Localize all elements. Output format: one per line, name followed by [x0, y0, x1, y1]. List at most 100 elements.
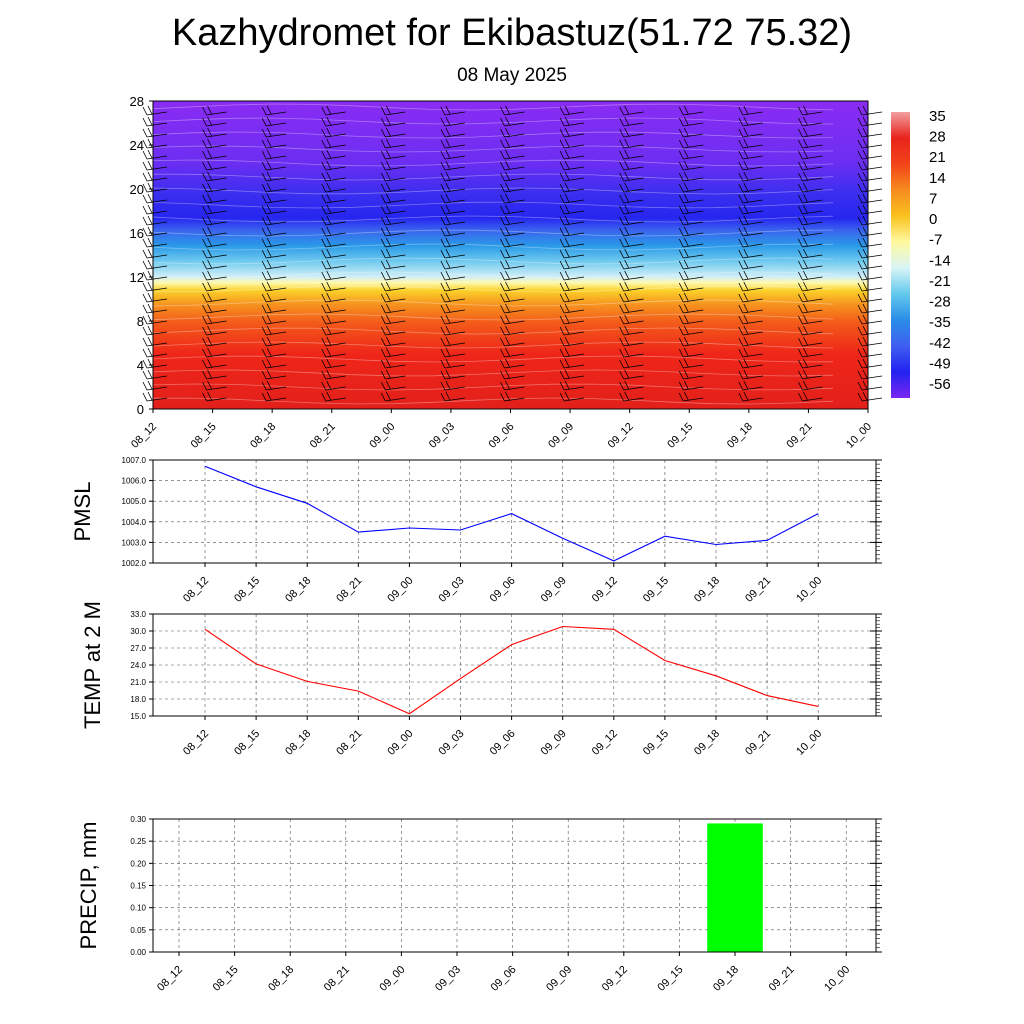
wind-barb [142, 281, 168, 292]
x-tick-label: 09_06 [487, 421, 517, 451]
wind-barb [321, 105, 346, 116]
chart-title: Kazhydromet for Ekibastuz(51.72 75.32) [171, 12, 853, 54]
wind-barb [440, 292, 465, 303]
y-tick-label: 33.0 [130, 610, 146, 619]
wind-barb [678, 380, 704, 391]
wind-barb [202, 303, 227, 314]
colorbar-label: -14 [929, 252, 951, 269]
wind-barb [798, 105, 823, 116]
wind-barb [738, 149, 763, 160]
wind-barb [500, 226, 525, 237]
wind-barb [798, 358, 823, 369]
y-tick-label: 4 [137, 358, 144, 373]
wind-barb [798, 193, 823, 204]
x-tick-label: 09_06 [489, 964, 519, 994]
wind-barb [678, 259, 704, 270]
wind-barb [380, 226, 406, 237]
wind-barb [738, 369, 763, 380]
wind-barb [798, 248, 823, 259]
wind-barb [261, 193, 287, 204]
wind-barb [619, 380, 644, 391]
wind-barb [738, 292, 763, 303]
wind-barb [619, 325, 644, 336]
wind-barb [798, 226, 823, 237]
wind-barb [500, 237, 525, 248]
wind-barb [261, 248, 287, 259]
x-tick-label: 08_21 [334, 728, 364, 758]
wind-barb [380, 303, 406, 314]
x-tick-label: 08_21 [322, 964, 352, 994]
wind-barb [678, 248, 704, 259]
x-tick-label: 08_12 [181, 728, 211, 758]
wind-barb [261, 160, 287, 171]
wind-barb [202, 259, 227, 270]
wind-barb [440, 226, 465, 237]
wind-barb [857, 105, 883, 116]
wind-barb [798, 127, 823, 138]
x-tick-label: 09_09 [539, 575, 569, 605]
wind-barb [798, 314, 823, 325]
x-tick-label: 08_15 [211, 964, 241, 994]
wind-barb [440, 149, 465, 160]
wind-barb [440, 325, 465, 336]
wind-barb [261, 270, 287, 281]
y-tick-label: 0.20 [130, 859, 146, 868]
wind-barb [619, 248, 644, 259]
series-line [204, 625, 819, 715]
x-tick-label: 09_00 [367, 421, 397, 451]
wind-barb [798, 270, 823, 281]
wind-barb [321, 237, 346, 248]
wind-barb [380, 292, 406, 303]
wind-barb [321, 171, 346, 182]
wind-barb [678, 160, 704, 171]
wind-barb [202, 193, 227, 204]
wind-barb [321, 292, 346, 303]
wind-barb [738, 138, 763, 149]
wind-barb [261, 149, 287, 160]
wind-barb [380, 138, 406, 149]
x-tick-label: 08_12 [129, 421, 159, 451]
wind-barb [321, 226, 346, 237]
wind-barb [142, 171, 168, 182]
wind-barb [202, 391, 227, 402]
wind-barb [440, 171, 465, 182]
wind-barb [738, 193, 763, 204]
x-tick-label: 08_15 [232, 575, 262, 605]
contour-line [152, 257, 834, 265]
x-tick-label: 09_18 [692, 728, 722, 758]
wind-barb [440, 281, 465, 292]
wind-barb [142, 204, 168, 215]
x-tick-label: 09_21 [767, 964, 797, 994]
colorbar-label: -35 [929, 314, 951, 331]
contour-line [152, 187, 834, 195]
wind-barb [380, 347, 406, 358]
wind-barb [261, 226, 287, 237]
wind-barb [619, 314, 644, 325]
wind-barb [738, 314, 763, 325]
wind-barb [738, 347, 763, 358]
colorbar-label: 21 [929, 149, 946, 166]
x-tick-label: 10_00 [794, 728, 824, 758]
contour-line [152, 327, 834, 335]
wind-barb [559, 116, 585, 127]
wind-barb [321, 160, 346, 171]
wind-barb [619, 193, 644, 204]
wind-barb [500, 160, 525, 171]
wind-barb [261, 391, 287, 402]
x-tick-label: 09_06 [488, 728, 518, 758]
y-tick-label: 1003.0 [122, 538, 147, 547]
y-tick-label: 1006.0 [122, 477, 147, 486]
y-axis-title: PRECIP, mm [76, 822, 101, 950]
y-tick-label: 28 [130, 94, 144, 109]
wind-barb [500, 105, 525, 116]
wind-barb [678, 215, 704, 226]
wind-barb [261, 237, 287, 248]
series-line [204, 465, 819, 562]
wind-barb [798, 237, 823, 248]
wind-barb [559, 105, 585, 116]
panel-frame [152, 459, 877, 564]
wind-barb [142, 347, 168, 358]
wind-barb [500, 171, 525, 182]
wind-barb [619, 149, 644, 160]
wind-barb [321, 193, 346, 204]
